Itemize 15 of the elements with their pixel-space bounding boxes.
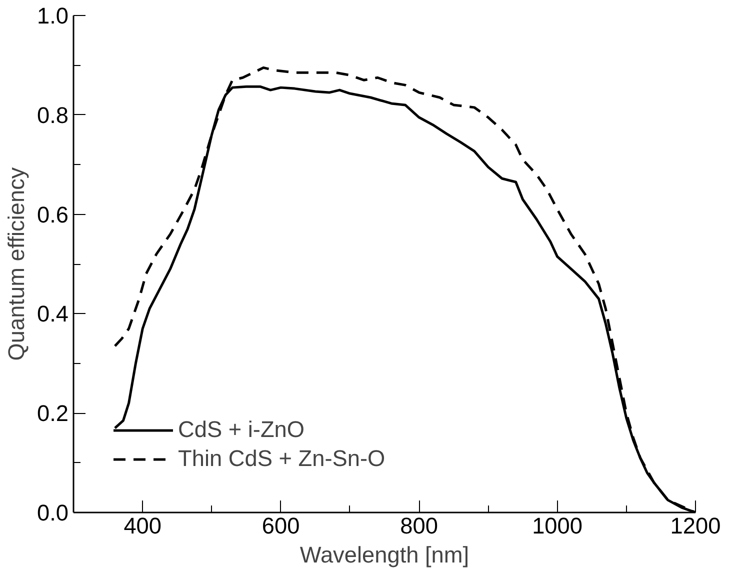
- y-tick-label: 0.6: [37, 201, 69, 228]
- y-tick-label: 0.8: [37, 102, 69, 128]
- legend-label: Thin CdS + Zn-Sn-O: [178, 445, 386, 472]
- x-tick-label: 600: [262, 512, 300, 538]
- x-axis-title: Wavelength [nm]: [300, 542, 470, 568]
- y-tick-label: 0.4: [37, 300, 69, 327]
- y-tick-label: 0.2: [37, 400, 69, 426]
- x-tick-label: 800: [400, 512, 438, 538]
- x-tick-label: 1200: [670, 512, 721, 538]
- legend-label: CdS + i-ZnO: [178, 416, 305, 443]
- y-tick-label: 0.0: [37, 500, 69, 526]
- y-tick-label: 1.0: [37, 2, 69, 28]
- y-axis-title: Quantum efficiency: [3, 166, 30, 361]
- x-tick-label: 400: [124, 512, 162, 538]
- x-tick-label: 1000: [532, 512, 582, 538]
